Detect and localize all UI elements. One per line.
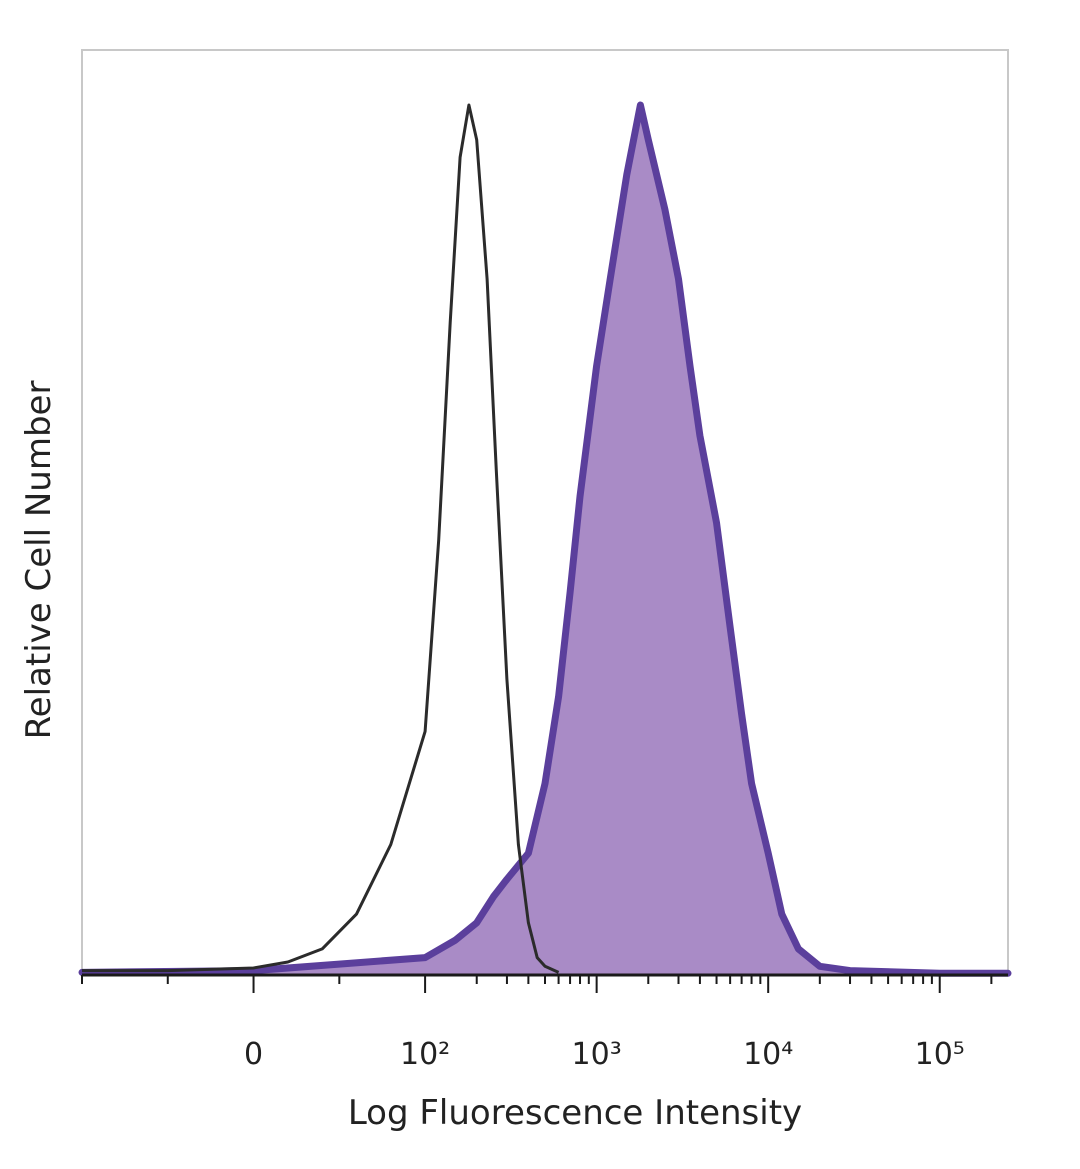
x-ticks <box>81 975 993 993</box>
x-tick-label: 10⁵ <box>915 1037 965 1072</box>
x-tick-label: 10⁴ <box>743 1037 793 1072</box>
sample-histogram-line <box>78 101 1012 977</box>
series-layer <box>78 101 1012 977</box>
sample-histogram-fill <box>82 105 1008 975</box>
x-axis-title: Log Fluorescence Intensity <box>348 1093 802 1133</box>
y-axis-title: Relative Cell Number <box>19 381 59 740</box>
control-histogram-line <box>82 103 560 974</box>
x-tick-labels: 0 10² 10³ 10⁴ 10⁵ <box>244 1037 965 1072</box>
x-tick-label: 10² <box>400 1037 450 1072</box>
x-tick-label: 0 <box>244 1037 263 1072</box>
x-tick-label: 10³ <box>572 1037 622 1072</box>
